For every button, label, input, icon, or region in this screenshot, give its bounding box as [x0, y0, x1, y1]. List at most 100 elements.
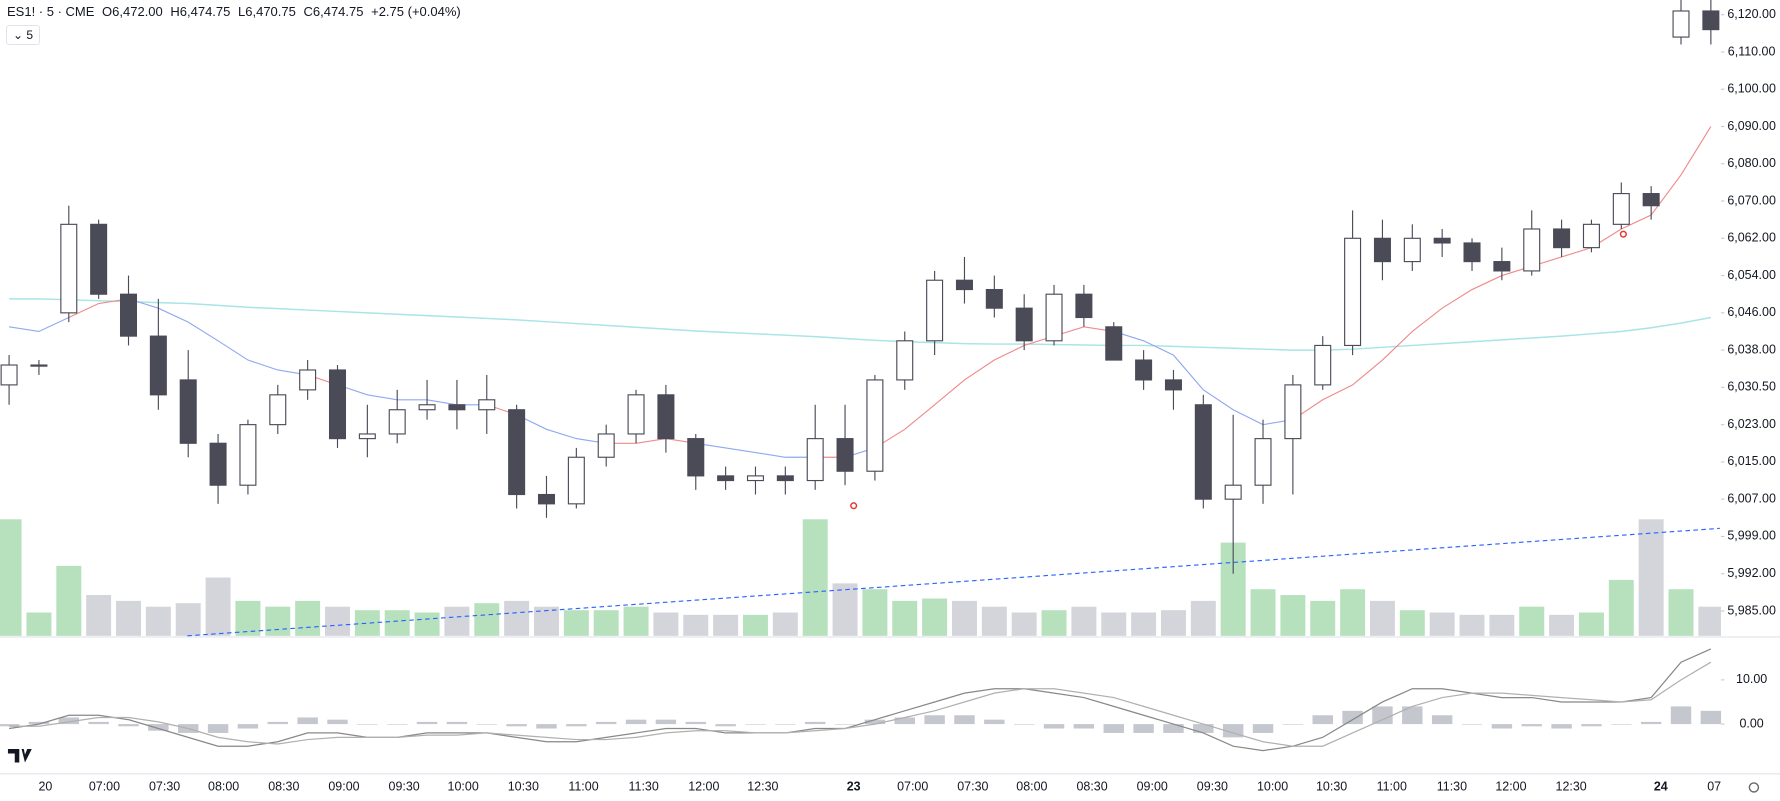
y-tick-label: 6,030.50 [1727, 380, 1776, 394]
x-tick-label: 09:30 [1197, 780, 1228, 794]
candle-body [239, 424, 257, 486]
volume-bar [683, 614, 709, 636]
volume-bar [175, 603, 201, 636]
histogram-bar [745, 724, 766, 725]
y-tick-label: 5,999.00 [1727, 529, 1776, 543]
volume-bar [1549, 614, 1575, 636]
moving-average [337, 384, 487, 406]
y-tick-label: 6,100.00 [1727, 82, 1776, 96]
candle-body [299, 369, 317, 391]
marker [1619, 230, 1627, 238]
histogram-bar [1402, 706, 1423, 725]
candle-body [1433, 237, 1451, 244]
histogram-bar [118, 724, 139, 727]
volume-bar [26, 612, 52, 636]
volume-bar [981, 606, 1007, 636]
volume-bar [832, 583, 858, 636]
histogram-bar [476, 724, 497, 725]
candle-body [537, 493, 556, 505]
settings-icon[interactable] [1748, 782, 1760, 793]
histogram-bar [1342, 710, 1363, 725]
histogram-bar [1133, 724, 1154, 733]
interval-button[interactable]: ⌄ 5 [6, 25, 40, 45]
candle-body [1672, 10, 1690, 38]
histogram-bar [1640, 721, 1662, 725]
histogram-bar [1700, 710, 1722, 725]
y-tick-label: 6,080.00 [1727, 156, 1776, 170]
histogram-bar [1013, 724, 1035, 725]
x-tick-label: 10:30 [508, 780, 539, 794]
candle-body [478, 399, 496, 411]
candle-body [955, 279, 973, 291]
symbol: ES1! · 5 · CME [7, 4, 95, 19]
ohlc: L6,470.75 [238, 4, 296, 19]
volume-bar [384, 610, 410, 636]
volume-bar [1698, 606, 1721, 636]
long-moving-average [9, 298, 1712, 351]
x-tick-label: 07:00 [89, 780, 120, 794]
candle-body [418, 404, 436, 411]
macd-line [8, 648, 1712, 752]
candle-body [388, 409, 406, 435]
moving-average [874, 326, 1114, 449]
histogram-bar [685, 721, 706, 725]
candle-body [1194, 404, 1212, 500]
candle-body [836, 438, 854, 472]
histogram-bar [267, 721, 289, 725]
histogram-bar [1461, 724, 1483, 725]
y-tick-label: 6,046.00 [1727, 305, 1776, 319]
candle-body [358, 433, 376, 440]
volume-bar [653, 612, 679, 636]
histogram-bar [655, 719, 677, 725]
histogram-bar [506, 724, 527, 727]
volume-bar [205, 577, 231, 636]
candle-body [179, 379, 197, 444]
histogram-bar [357, 724, 378, 725]
histogram-bar [207, 724, 229, 733]
histogram-bar [834, 724, 856, 725]
x-tick-label: 12:30 [747, 780, 778, 794]
histogram-bar [1282, 724, 1304, 725]
volume-bar [1131, 612, 1157, 636]
x-tick-label: 10:00 [448, 780, 479, 794]
volume-bar [235, 600, 261, 636]
volume-bar [951, 600, 977, 636]
histogram-bar [1431, 715, 1453, 725]
x-tick-label: 24 [1654, 780, 1668, 794]
candle-body [1493, 261, 1511, 272]
x-tick-label: 23 [847, 780, 861, 794]
candle-body [597, 433, 615, 458]
histogram-bar [386, 724, 408, 725]
x-tick-label: 09:00 [328, 780, 359, 794]
histogram-bar [1103, 724, 1124, 733]
histogram-bar [28, 721, 50, 725]
candle-body [567, 456, 585, 505]
candle-body [687, 438, 705, 477]
histogram-bar [1163, 724, 1184, 733]
candle-body [926, 279, 944, 342]
moving-average [68, 298, 129, 319]
histogram-bar [297, 717, 318, 725]
volume-bar [1429, 612, 1455, 636]
histogram-bar [416, 721, 438, 725]
histogram-bar [804, 721, 826, 725]
y-tick-label: 6,054.00 [1727, 268, 1776, 282]
candle-body [90, 223, 108, 295]
y-tick-label: 6,070.00 [1727, 193, 1776, 207]
volume-bar [1340, 589, 1366, 636]
histogram-bar [1252, 724, 1274, 733]
x-tick-label: 10:00 [1257, 780, 1288, 794]
y-tick-label: 6,062.00 [1727, 231, 1776, 245]
volume-bar [86, 595, 112, 636]
volume-bar [593, 610, 619, 636]
x-tick-label: 09:30 [389, 780, 420, 794]
candle-body [1553, 228, 1571, 249]
histogram-bar [625, 719, 647, 725]
volume-bar [1489, 614, 1515, 636]
candle-body [508, 409, 526, 496]
volume-bar [892, 600, 918, 636]
histogram-bar [536, 724, 557, 729]
volume-bar [922, 598, 948, 636]
